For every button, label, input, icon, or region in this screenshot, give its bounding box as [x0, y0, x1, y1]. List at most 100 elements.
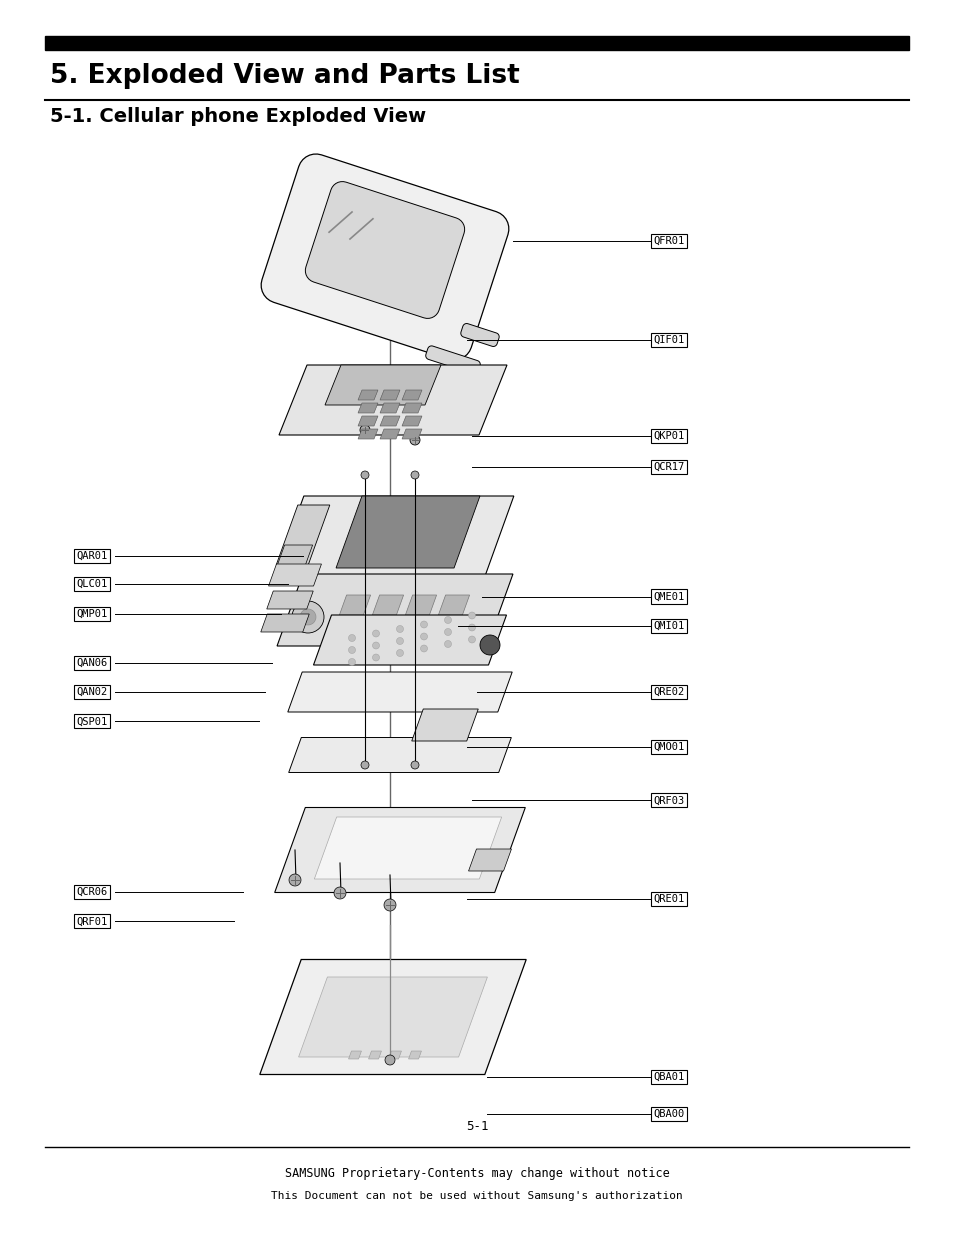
Polygon shape	[379, 403, 399, 412]
Polygon shape	[288, 672, 512, 713]
Text: QRE01: QRE01	[653, 894, 684, 904]
Text: QFR01: QFR01	[653, 236, 684, 246]
Polygon shape	[348, 1051, 361, 1058]
Polygon shape	[401, 403, 421, 412]
Circle shape	[372, 655, 379, 661]
Circle shape	[348, 658, 355, 666]
Text: QSP01: QSP01	[76, 716, 108, 726]
Circle shape	[410, 435, 419, 445]
Circle shape	[444, 629, 451, 636]
Text: QME01: QME01	[653, 592, 684, 601]
Text: 5-1. Cellular phone Exploded View: 5-1. Cellular phone Exploded View	[50, 107, 426, 126]
Text: SAMSUNG Proprietary-Contents may change without notice: SAMSUNG Proprietary-Contents may change …	[284, 1167, 669, 1179]
Polygon shape	[401, 416, 421, 426]
Polygon shape	[260, 614, 309, 632]
Polygon shape	[314, 818, 501, 879]
Circle shape	[292, 601, 324, 634]
Polygon shape	[357, 403, 377, 412]
Polygon shape	[339, 595, 370, 615]
Text: QLC01: QLC01	[76, 579, 108, 589]
Polygon shape	[372, 595, 403, 615]
Circle shape	[396, 637, 403, 645]
Circle shape	[360, 471, 369, 479]
Polygon shape	[274, 808, 525, 893]
Text: QRE02: QRE02	[653, 687, 684, 697]
Polygon shape	[298, 977, 487, 1057]
Circle shape	[299, 609, 315, 625]
Text: QMP01: QMP01	[76, 609, 108, 619]
Text: QIF01: QIF01	[653, 335, 684, 345]
Circle shape	[444, 641, 451, 647]
Polygon shape	[276, 574, 513, 646]
Polygon shape	[276, 505, 330, 564]
Polygon shape	[259, 960, 526, 1074]
Text: QRF03: QRF03	[653, 795, 684, 805]
Text: QBA00: QBA00	[653, 1109, 684, 1119]
Polygon shape	[408, 1051, 421, 1058]
Polygon shape	[268, 564, 321, 585]
Circle shape	[411, 471, 418, 479]
Bar	[45, 36, 908, 49]
Circle shape	[385, 1055, 395, 1065]
Polygon shape	[314, 615, 506, 664]
Polygon shape	[405, 595, 436, 615]
Polygon shape	[272, 496, 514, 584]
Polygon shape	[425, 346, 479, 374]
Text: QKP01: QKP01	[653, 431, 684, 441]
Text: QAN02: QAN02	[76, 687, 108, 697]
Circle shape	[372, 630, 379, 637]
Circle shape	[411, 761, 418, 769]
Circle shape	[359, 425, 370, 435]
Circle shape	[479, 635, 499, 655]
Polygon shape	[388, 1051, 401, 1058]
Circle shape	[384, 899, 395, 911]
Text: QBA01: QBA01	[653, 1072, 684, 1082]
Text: 5-1: 5-1	[465, 1120, 488, 1132]
Circle shape	[372, 642, 379, 650]
Polygon shape	[412, 709, 477, 741]
Polygon shape	[357, 390, 377, 400]
Text: QMI01: QMI01	[653, 621, 684, 631]
Polygon shape	[305, 182, 464, 319]
Polygon shape	[277, 545, 313, 564]
Polygon shape	[325, 366, 440, 405]
Circle shape	[289, 874, 301, 885]
Circle shape	[420, 634, 427, 640]
Circle shape	[420, 645, 427, 652]
Text: 5. Exploded View and Parts List: 5. Exploded View and Parts List	[50, 63, 519, 89]
Polygon shape	[379, 390, 399, 400]
Circle shape	[348, 635, 355, 641]
Text: QAN06: QAN06	[76, 658, 108, 668]
Circle shape	[396, 650, 403, 657]
Polygon shape	[261, 154, 508, 359]
Polygon shape	[460, 324, 498, 347]
Polygon shape	[357, 416, 377, 426]
Circle shape	[334, 887, 346, 899]
Circle shape	[420, 621, 427, 629]
Polygon shape	[438, 595, 469, 615]
Circle shape	[468, 613, 475, 619]
Circle shape	[468, 636, 475, 643]
Polygon shape	[335, 496, 479, 568]
Polygon shape	[379, 429, 399, 438]
Circle shape	[444, 616, 451, 624]
Circle shape	[396, 625, 403, 632]
Polygon shape	[278, 366, 506, 435]
Polygon shape	[379, 416, 399, 426]
Polygon shape	[468, 848, 511, 871]
Polygon shape	[289, 737, 511, 773]
Text: This Document can not be used without Samsung's authorization: This Document can not be used without Sa…	[271, 1191, 682, 1200]
Text: QCR06: QCR06	[76, 887, 108, 897]
Circle shape	[468, 624, 475, 631]
Polygon shape	[401, 390, 421, 400]
Polygon shape	[357, 429, 377, 438]
Polygon shape	[401, 429, 421, 438]
Text: QAR01: QAR01	[76, 551, 108, 561]
Text: QCR17: QCR17	[653, 462, 684, 472]
Text: QRF01: QRF01	[76, 916, 108, 926]
Text: QMO01: QMO01	[653, 742, 684, 752]
Circle shape	[360, 761, 369, 769]
Circle shape	[348, 646, 355, 653]
Polygon shape	[368, 1051, 381, 1058]
Polygon shape	[267, 592, 313, 609]
